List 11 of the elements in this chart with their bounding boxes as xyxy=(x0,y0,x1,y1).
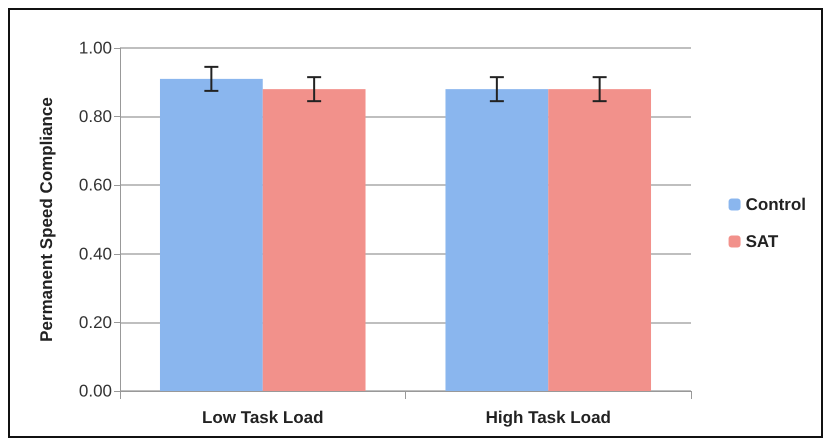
x-tick-label: Low Task Load xyxy=(202,408,324,427)
y-tick-label: 0.00 xyxy=(78,382,112,400)
y-tick-label: 0.60 xyxy=(78,176,112,195)
y-tick-label: 1.00 xyxy=(78,38,112,58)
y-tick-label: 0.20 xyxy=(78,312,112,332)
y-tick-label: 0.80 xyxy=(78,107,112,126)
y-tick-label: 0.40 xyxy=(78,244,112,264)
legend-label: SAT xyxy=(746,232,779,251)
y-axis-title: Permanent Speed Compliance xyxy=(37,97,56,342)
legend-label: Control xyxy=(746,195,806,214)
x-tick-label: High Task Load xyxy=(486,408,611,427)
